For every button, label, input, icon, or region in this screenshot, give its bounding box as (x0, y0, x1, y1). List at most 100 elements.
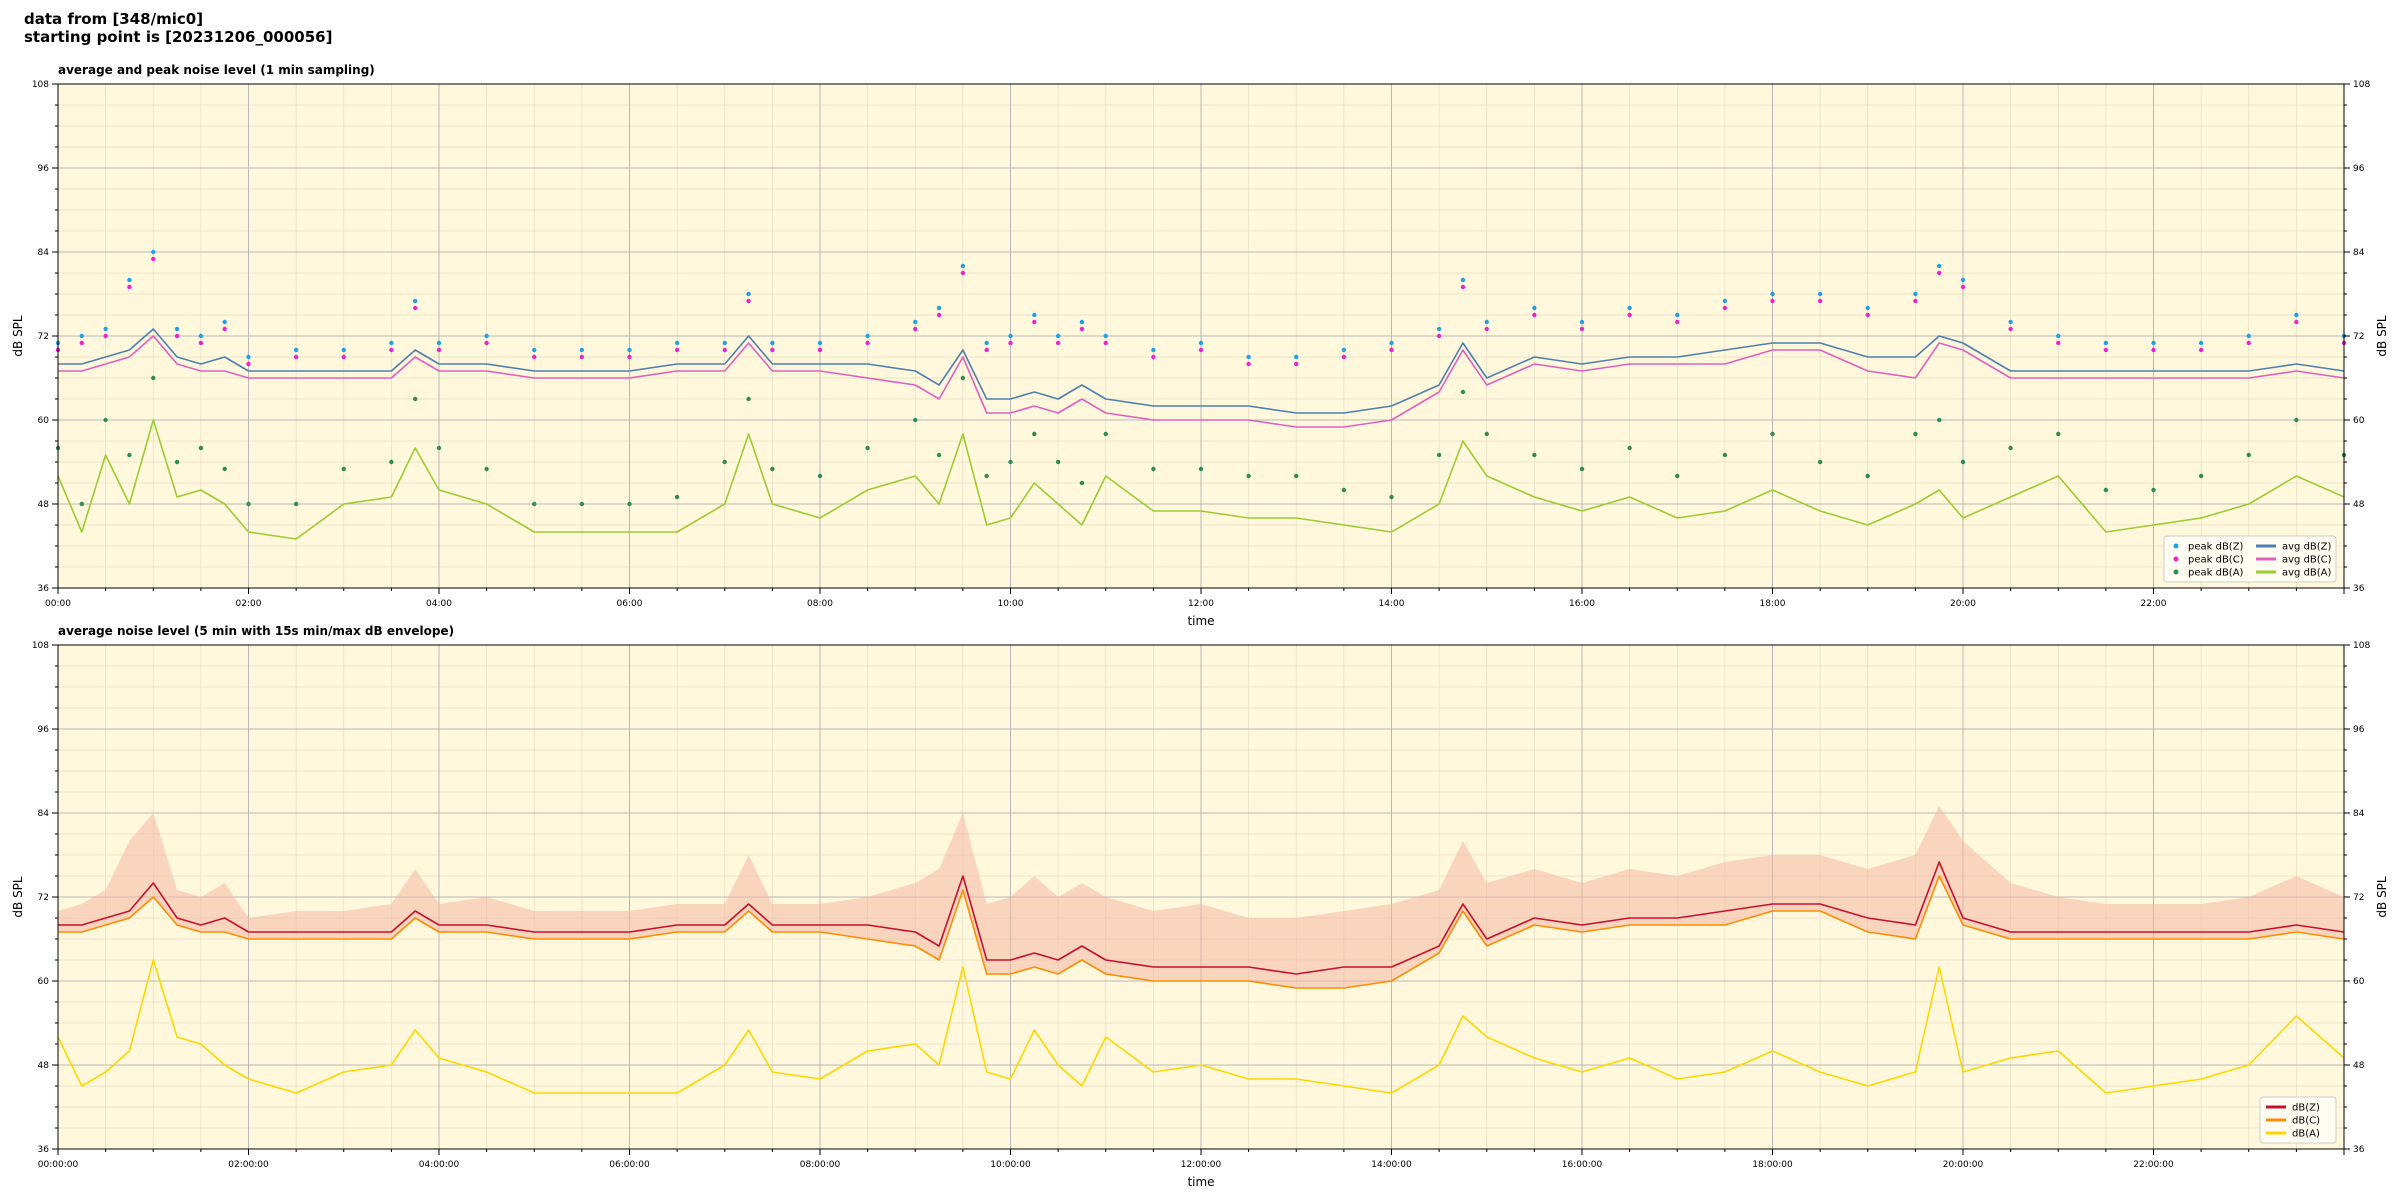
series-peak-db-z (55, 249, 2347, 360)
data-point-peak-db-z (1913, 291, 1918, 297)
x-tick-label: 04:00:00 (419, 1160, 460, 1170)
data-point-peak-db-a (674, 494, 680, 500)
data-point-peak-db-a (579, 501, 585, 507)
data-point-peak-db-a (1246, 473, 1251, 479)
data-point-peak-db-a (1627, 445, 1632, 451)
data-point-peak-db-c (103, 333, 108, 339)
y-tick-label: 108 (32, 641, 49, 651)
data-point-peak-db-c (79, 340, 85, 346)
data-point-peak-db-z (246, 354, 251, 360)
data-point-peak-db-c (484, 340, 489, 346)
data-point-peak-db-a (293, 501, 299, 507)
data-point-peak-db-z (960, 263, 966, 269)
data-point-peak-db-z (222, 319, 227, 325)
data-point-peak-db-c (1341, 354, 1347, 360)
data-point-peak-db-z (770, 340, 775, 346)
figure-title-line-2: starting point is [20231206_000056] (24, 28, 333, 46)
data-point-peak-db-c (2198, 347, 2204, 353)
chart-title: average and peak noise level (1 min samp… (58, 63, 375, 77)
data-point-peak-db-c (960, 270, 966, 276)
data-point-peak-db-c (389, 347, 394, 353)
data-point-peak-db-z (2103, 340, 2109, 346)
data-point-peak-db-c (1032, 319, 1037, 325)
data-point-peak-db-c (246, 361, 251, 367)
data-point-peak-db-z (1246, 354, 1251, 360)
data-point-peak-db-z (1198, 340, 1204, 346)
data-point-peak-db-a (1484, 431, 1489, 437)
data-point-peak-db-c (1079, 326, 1085, 332)
data-point-peak-db-c (1936, 270, 1942, 276)
y-tick-label-right: 108 (2353, 641, 2370, 651)
y-tick-label: 72 (38, 332, 49, 342)
data-point-peak-db-z (1341, 347, 1347, 353)
series-envelope-area (58, 806, 2344, 988)
series-peak-db-c (55, 256, 2347, 367)
data-point-peak-db-c (1198, 347, 1204, 353)
data-point-peak-db-z (1532, 305, 1537, 311)
x-tick-label: 00:00:00 (38, 1160, 79, 1170)
data-point-peak-db-z (746, 291, 751, 297)
data-point-peak-db-z (436, 340, 442, 346)
chart-panel-1: 00:00 02:00 04:00 06:00 08:00 10:00 12:00 14:00… (11, 63, 2389, 628)
data-point-peak-db-a (1532, 452, 1537, 458)
data-point-peak-db-c (1151, 354, 1156, 360)
legend-marker (2173, 569, 2179, 575)
x-tick-label: 12:00:00 (1181, 1160, 1222, 1170)
x-axis: 00:00 02:00 04:00 06:00 08:00 10:00 12:00 14:00… (45, 588, 2345, 628)
data-point-peak-db-z (1817, 291, 1823, 297)
y-tick-label: 84 (38, 248, 50, 258)
data-point-peak-db-c (913, 326, 918, 332)
y-tick-label: 60 (38, 977, 50, 987)
data-point-peak-db-z (1579, 319, 1585, 325)
data-point-peak-db-a (341, 466, 346, 472)
x-tick-label: 10:00 (998, 599, 1024, 609)
data-point-peak-db-c (1460, 284, 1466, 290)
y-axis: 36 36 48 48 60 60 72 72 84 84 96 96 108 108 dB SPL dB S… (11, 80, 2389, 594)
data-point-peak-db-z (79, 333, 85, 339)
data-point-peak-db-c (1579, 326, 1585, 332)
data-point-peak-db-z (817, 340, 823, 346)
series-db-a (57, 959, 2345, 1094)
data-point-peak-db-a (1460, 389, 1466, 395)
data-point-peak-db-z (1055, 333, 1061, 339)
data-point-peak-db-c (984, 347, 989, 353)
data-point-peak-db-a (174, 459, 180, 465)
data-point-peak-db-z (293, 347, 299, 353)
data-point-peak-db-z (627, 347, 632, 353)
data-point-peak-db-c (174, 333, 180, 339)
data-point-peak-db-c (1246, 361, 1251, 367)
data-point-peak-db-z (1151, 347, 1156, 353)
legend-label: dB(A) (2292, 1129, 2320, 1140)
data-point-peak-db-c (2056, 340, 2061, 346)
data-point-peak-db-z (1294, 354, 1299, 360)
data-point-peak-db-z (2294, 312, 2299, 318)
data-point-peak-db-c (293, 354, 299, 360)
data-point-peak-db-c (1722, 305, 1728, 311)
data-point-peak-db-a (389, 459, 394, 465)
legend: peak dB(Z) peak dB(C) peak dB(A) avg dB(Z) a… (2163, 535, 2337, 583)
x-tick-label: 22:00:00 (2133, 1160, 2174, 1170)
legend-label: avg dB(C) (2282, 555, 2332, 566)
data-point-peak-db-z (341, 347, 346, 353)
data-point-peak-db-a (1579, 466, 1585, 472)
data-point-peak-db-z (913, 319, 918, 325)
data-point-peak-db-a (1294, 473, 1299, 479)
data-point-peak-db-z (2151, 340, 2156, 346)
data-point-peak-db-a (1936, 417, 1942, 423)
data-point-peak-db-c (746, 298, 751, 304)
data-point-peak-db-a (1722, 452, 1728, 458)
data-point-peak-db-a (984, 473, 989, 479)
x-tick-label: 06:00:00 (609, 1160, 650, 1170)
x-tick-label: 14:00 (1379, 599, 1405, 609)
y-tick-label-right: 72 (2353, 332, 2364, 342)
y-tick-label-right: 60 (2353, 416, 2365, 426)
data-point-peak-db-a (2103, 487, 2109, 493)
data-point-peak-db-c (1436, 333, 1442, 339)
data-point-peak-db-z (198, 333, 204, 339)
series-db-z (58, 861, 2345, 975)
data-point-peak-db-z (1675, 312, 1680, 318)
data-point-peak-db-c (1675, 319, 1680, 325)
x-tick-label: 18:00 (1760, 599, 1786, 609)
series-avg-db-c (58, 335, 2345, 428)
data-point-peak-db-a (1960, 459, 1966, 465)
